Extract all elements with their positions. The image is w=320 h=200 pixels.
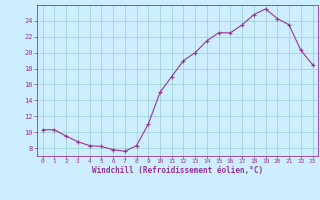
X-axis label: Windchill (Refroidissement éolien,°C): Windchill (Refroidissement éolien,°C) bbox=[92, 166, 263, 175]
